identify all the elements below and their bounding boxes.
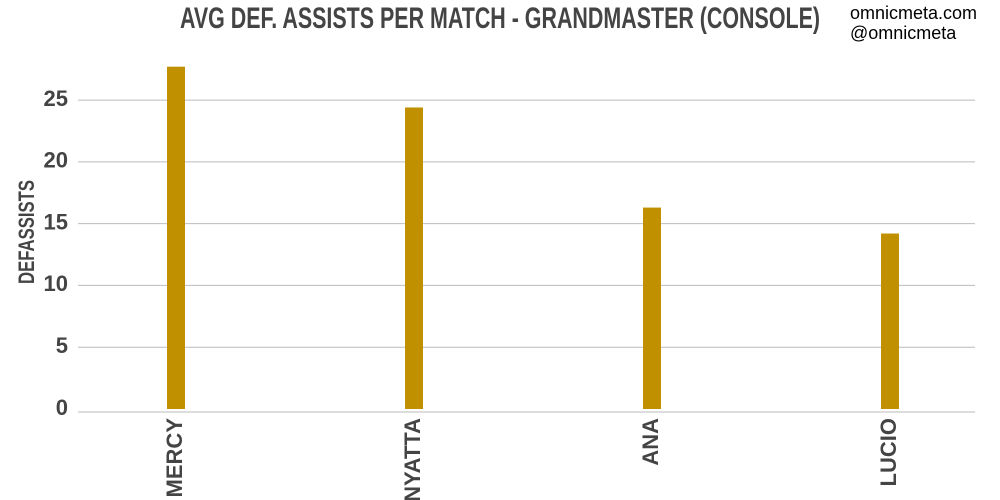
x-tick-label: ANA — [638, 418, 663, 466]
watermark: @omnicmeta — [850, 23, 957, 43]
y-tick-label: 15 — [44, 209, 68, 234]
bar — [881, 233, 899, 409]
y-axis-label: DEFASSISTS — [14, 180, 39, 284]
x-tick-label: LUCIO — [876, 418, 901, 486]
y-tick-label: 0 — [56, 395, 68, 420]
y-tick-label: 10 — [44, 271, 68, 296]
y-tick-label: 20 — [44, 148, 68, 173]
x-tick-label: MERCY — [162, 418, 187, 498]
chart-title: AVG DEF. ASSISTS PER MATCH - GRANDMASTER… — [180, 2, 820, 35]
bar — [167, 66, 185, 409]
y-tick-label: 5 — [56, 333, 68, 358]
bar — [643, 207, 661, 409]
y-tick-label: 25 — [44, 86, 68, 111]
watermark: omnicmeta.com — [850, 3, 977, 23]
x-tick-label: ZENYATTA — [400, 418, 425, 500]
bar — [405, 107, 423, 409]
